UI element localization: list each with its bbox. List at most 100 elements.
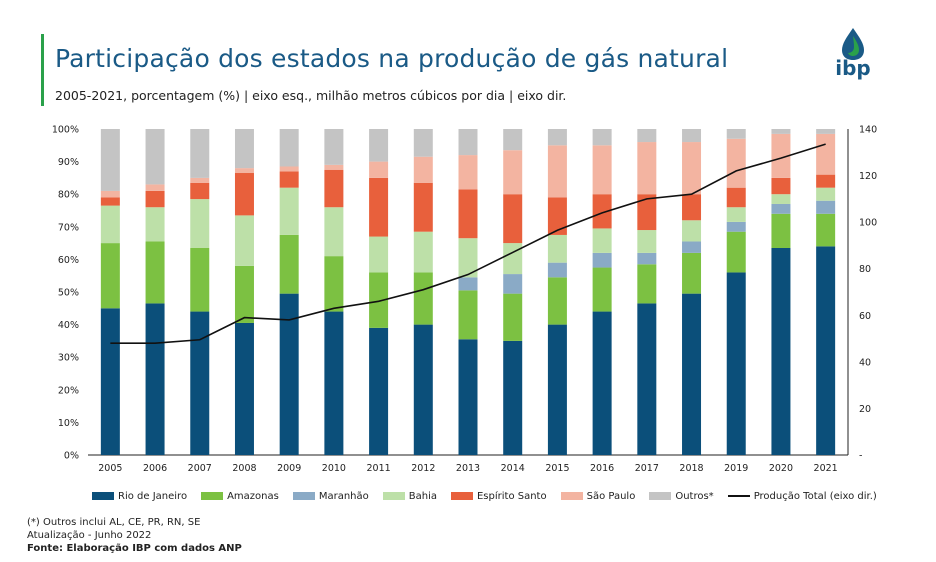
legend-label: Rio de Janeiro [118,490,188,502]
bar-segment-rio-de-janeiro [682,293,702,455]
bar-segment-rio-de-janeiro [279,293,299,455]
y-right-tick-label: 60 [859,311,871,322]
x-tick-label: 2013 [456,463,480,474]
bar-segment-outros- [682,129,702,143]
bar-segment-esp-rito-santo [771,177,791,195]
bar-segment-outros- [592,129,612,146]
legend-item: Espírito Santo [450,490,547,502]
bar-segment-s-o-paulo [547,145,567,198]
legend-swatch [649,492,672,500]
bar-segment-rio-de-janeiro [726,272,746,455]
x-tick-label: 2016 [590,463,614,474]
bar-segment-amazonas [771,213,791,248]
legend-item: Outros* [649,490,714,502]
bar-segment-amazonas [637,264,657,304]
bar-segment-amazonas [816,213,836,247]
x-tick-label: 2012 [411,463,435,474]
x-tick-label: 2009 [277,463,301,474]
bar-segment-s-o-paulo [413,156,433,183]
bar-segment-outros- [547,129,567,146]
y-right-tick-label: 20 [859,404,871,415]
y-right-tick-label: - [859,451,862,462]
legend-label: Espírito Santo [476,490,547,502]
y-left-tick-label: 10% [58,418,79,429]
legend-label: Bahia [408,490,437,502]
bar-segment-esp-rito-santo [726,187,746,208]
legend-swatch [382,492,405,500]
bar-segment-s-o-paulo [190,177,210,183]
bar-segment-bahia [816,187,836,201]
x-tick-label: 2010 [322,463,346,474]
footnotes: (*) Outros inclui AL, CE, PR, RN, SE Atu… [27,516,242,555]
bar-segment-rio-de-janeiro [816,246,836,455]
bar-segment-bahia [458,238,478,278]
y-right-tick-label: 40 [859,357,871,368]
bar-segment-esp-rito-santo [592,194,612,229]
bar-segment-rio-de-janeiro [234,322,254,455]
x-tick-label: 2020 [769,463,793,474]
bar-segment-maranh-o [458,277,478,291]
bar-segment-outros- [413,129,433,157]
legend-label: Amazonas [227,490,279,502]
bar-segment-esp-rito-santo [234,173,254,216]
bar-segment-s-o-paulo [592,145,612,195]
bar-segment-outros- [234,129,254,169]
y-right-tick-label: 120 [859,171,877,182]
bar-segment-amazonas [503,293,523,341]
bar-segment-maranh-o [771,203,791,214]
bar-segment-bahia [547,234,567,263]
bar-segment-maranh-o [682,241,702,253]
legend-swatch [201,492,224,500]
bar-segment-esp-rito-santo [816,174,836,188]
legend-item: Rio de Janeiro [92,491,187,502]
legend-label: Outros* [675,490,714,502]
line-producao-total [110,143,826,345]
bar-segment-esp-rito-santo [637,194,657,231]
x-tick-label: 2011 [366,463,390,474]
legend-swatch [92,492,114,500]
bar-segment-rio-de-janeiro [100,308,120,455]
legend-label: São Paulo [586,490,636,502]
bar-segment-maranh-o [816,200,836,214]
bar-segment-outros- [726,129,746,139]
bar-segment-bahia [369,236,389,273]
y-right-tick-label: 80 [859,264,871,275]
footnote-source: Fonte: Elaboração IBP com dados ANP [27,543,242,554]
bar-segment-s-o-paulo [324,164,344,170]
x-tick-label: 2006 [143,463,167,474]
x-tick-label: 2019 [724,463,748,474]
bar-segment-bahia [592,228,612,253]
bar-segment-amazonas [726,231,746,273]
bar-segment-rio-de-janeiro [547,324,567,455]
chart-legend: Rio de Janeiro Amazonas Maranhão Bahia Espír… [92,488,877,504]
bar-segment-bahia [145,207,165,242]
legend-label: Maranhão [318,490,369,502]
x-tick-label: 2005 [98,463,122,474]
bar-segment-rio-de-janeiro [503,340,523,455]
bar-segment-rio-de-janeiro [458,339,478,455]
bar-segment-outros- [190,129,210,178]
bar-segment-outros- [637,129,657,143]
y-left-tick-label: 90% [58,157,79,168]
y-left-tick-label: 40% [58,320,79,331]
x-tick-label: 2018 [679,463,703,474]
bar-segment-maranh-o [726,221,746,232]
y-left-tick-label: 30% [58,353,79,364]
footnote-outros: (*) Outros inclui AL, CE, PR, RN, SE [27,517,201,528]
bar-segment-bahia [503,243,523,275]
bar-segment-rio-de-janeiro [592,311,612,455]
bar-segment-amazonas [234,265,254,323]
bar-segment-s-o-paulo [637,142,657,195]
bar-segment-outros- [279,129,299,167]
legend-swatch [560,492,583,500]
bar-segment-esp-rito-santo [547,197,567,235]
bar-segment-outros- [771,129,791,134]
legend-item: São Paulo [560,490,636,502]
bar-segment-bahia [100,205,120,244]
bar-segment-bahia [324,207,344,257]
bar-segment-s-o-paulo [726,138,746,188]
y-left-tick-label: 80% [58,190,79,201]
bar-segment-esp-rito-santo [145,190,165,208]
bar-segment-s-o-paulo [458,155,478,190]
